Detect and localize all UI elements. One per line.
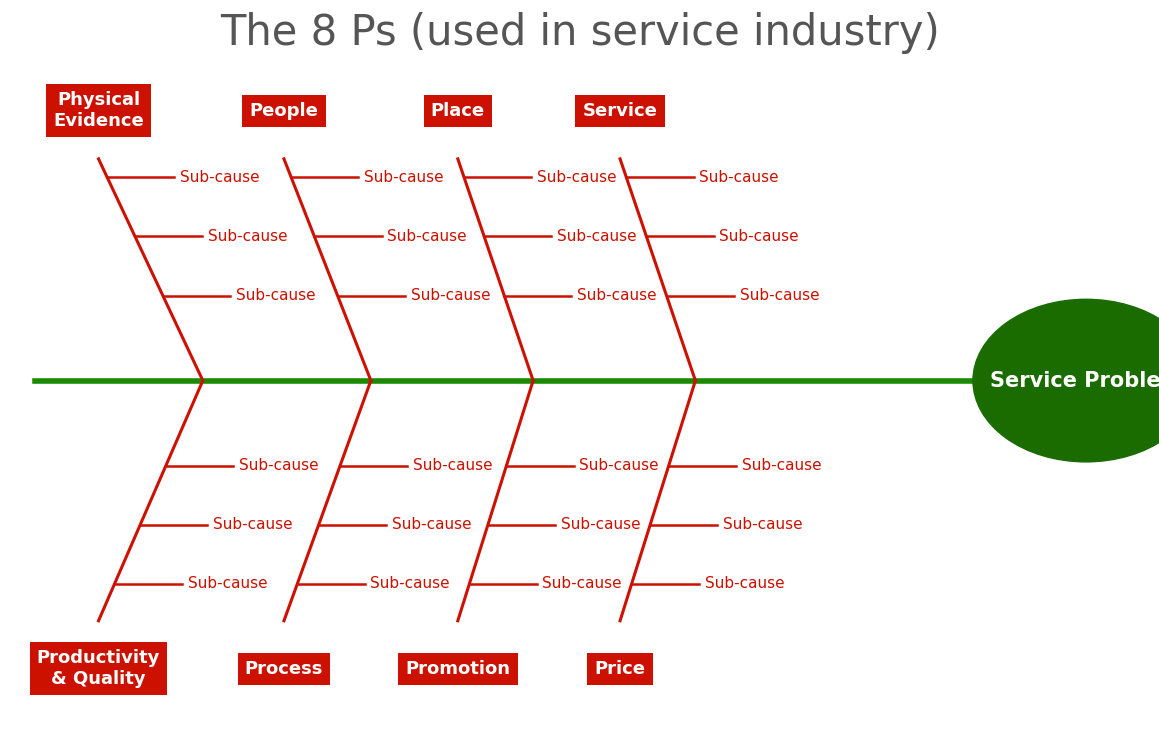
Text: Sub-cause: Sub-cause bbox=[580, 458, 659, 473]
Text: Sub-cause: Sub-cause bbox=[742, 458, 822, 473]
Text: Sub-cause: Sub-cause bbox=[371, 576, 450, 591]
Text: Promotion: Promotion bbox=[406, 660, 510, 678]
Text: Sub-cause: Sub-cause bbox=[239, 458, 319, 473]
Text: Service: Service bbox=[583, 102, 657, 120]
Ellipse shape bbox=[974, 299, 1159, 462]
Text: Price: Price bbox=[595, 660, 646, 678]
Text: Sub-cause: Sub-cause bbox=[577, 288, 657, 303]
Text: Sub-cause: Sub-cause bbox=[720, 229, 799, 244]
Text: Sub-cause: Sub-cause bbox=[739, 288, 819, 303]
Text: Sub-cause: Sub-cause bbox=[705, 576, 785, 591]
Text: Sub-cause: Sub-cause bbox=[542, 576, 622, 591]
Text: Sub-cause: Sub-cause bbox=[537, 170, 617, 185]
Text: The 8 Ps (used in service industry): The 8 Ps (used in service industry) bbox=[219, 13, 940, 54]
Text: Sub-cause: Sub-cause bbox=[236, 288, 315, 303]
Text: Sub-cause: Sub-cause bbox=[723, 517, 803, 532]
Text: Sub-cause: Sub-cause bbox=[392, 517, 472, 532]
Text: Process: Process bbox=[245, 660, 323, 678]
Text: Sub-cause: Sub-cause bbox=[213, 517, 293, 532]
Text: Sub-cause: Sub-cause bbox=[557, 229, 636, 244]
Text: Place: Place bbox=[431, 102, 484, 120]
Text: Physical
Evidence: Physical Evidence bbox=[53, 92, 144, 130]
Text: Sub-cause: Sub-cause bbox=[188, 576, 268, 591]
Text: Sub-cause: Sub-cause bbox=[699, 170, 779, 185]
Text: Productivity
& Quality: Productivity & Quality bbox=[37, 650, 160, 688]
Text: Sub-cause: Sub-cause bbox=[410, 288, 490, 303]
Text: Sub-cause: Sub-cause bbox=[561, 517, 641, 532]
Text: Sub-cause: Sub-cause bbox=[387, 229, 467, 244]
Text: Sub-cause: Sub-cause bbox=[413, 458, 493, 473]
Text: Sub-cause: Sub-cause bbox=[209, 229, 287, 244]
Text: Service Problem: Service Problem bbox=[990, 370, 1159, 391]
Text: People: People bbox=[249, 102, 319, 120]
Text: Sub-cause: Sub-cause bbox=[364, 170, 444, 185]
Text: Sub-cause: Sub-cause bbox=[181, 170, 260, 185]
